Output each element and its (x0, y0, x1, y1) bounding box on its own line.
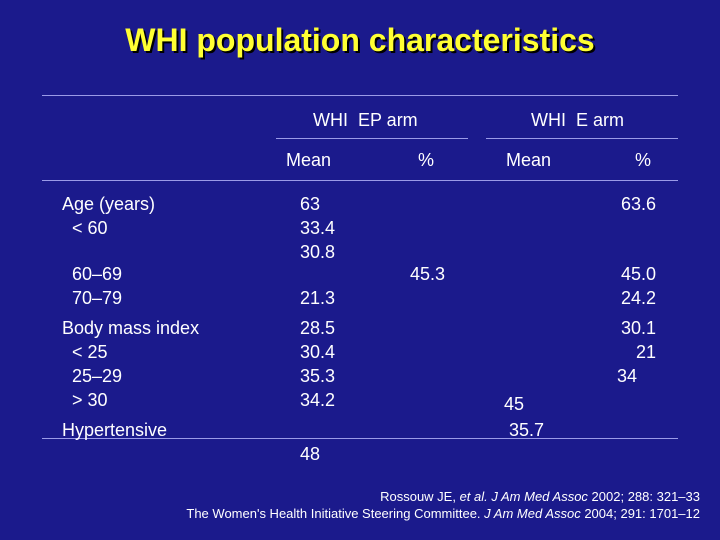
ep-pct-value: 45.3 (410, 264, 446, 284)
row-label-bmi-25-29: 25–29 (62, 366, 123, 386)
row-label-70-79: 70–79 (62, 288, 123, 308)
row-label-under-60: < 60 (62, 218, 108, 238)
ep-mean-value: 48 (300, 444, 321, 464)
citation-text: 2004; 291: 1701–12 (580, 506, 700, 521)
e-pct-value: 21 (635, 342, 656, 362)
ep-mean-value: 34.2 (300, 390, 336, 410)
ep-mean-value: 21.3 (300, 288, 336, 308)
e-mean-value: 45 (504, 394, 525, 414)
row-label-age: Age (years) (62, 194, 156, 214)
table-bottom-rule (42, 438, 678, 439)
e-pct-value: 63.6 (620, 194, 656, 214)
ep-mean-value: 30.8 (300, 242, 336, 262)
ep-mean-value: 30.4 (300, 342, 336, 362)
ep-mean-value: 63 (300, 194, 321, 214)
e-pct-value: 45.0 (620, 264, 656, 284)
e-group-underline (486, 138, 678, 139)
e-pct-value: 24.2 (620, 288, 656, 308)
e-arm-header: WHI E arm (531, 110, 624, 130)
citation-rossouw: Rossouw JE, et al. J Am Med Assoc 2002; … (380, 488, 700, 506)
citation-text: 2002; 288: 321–33 (587, 489, 700, 504)
ep-pct-header: % (418, 150, 435, 170)
e-pct-value: 34 (617, 366, 638, 386)
citation-whi: The Women's Health Initiative Steering C… (186, 505, 700, 523)
e-mean-value: 35.7 (504, 420, 545, 440)
citation-journal: et al. J Am Med Assoc (459, 489, 588, 504)
ep-group-underline (276, 138, 468, 139)
citation-text: The Women's Health Initiative Steering C… (186, 506, 485, 521)
row-label-bmi-under-25: < 25 (62, 342, 108, 362)
table-top-rule (42, 95, 678, 96)
header-bottom-rule (42, 180, 678, 181)
row-label-60-69: 60–69 (62, 264, 123, 284)
row-label-bmi: Body mass index (62, 318, 200, 338)
row-label-bmi-over-30: > 30 (62, 390, 108, 410)
citation-journal: J Am Med Assoc (484, 506, 581, 521)
ep-mean-header: Mean (286, 150, 332, 170)
ep-mean-value: 35.3 (300, 366, 336, 386)
e-mean-header: Mean (506, 150, 552, 170)
citation-text: Rossouw JE, (380, 489, 460, 504)
row-label-hypertensive: Hypertensive (62, 420, 168, 440)
e-pct-header: % (635, 150, 652, 170)
ep-mean-value: 33.4 (300, 218, 336, 238)
ep-mean-value: 28.5 (300, 318, 336, 338)
e-pct-value: 30.1 (620, 318, 656, 338)
ep-arm-header: WHI EP arm (313, 110, 418, 130)
slide-title: WHI population characteristics (125, 22, 595, 58)
